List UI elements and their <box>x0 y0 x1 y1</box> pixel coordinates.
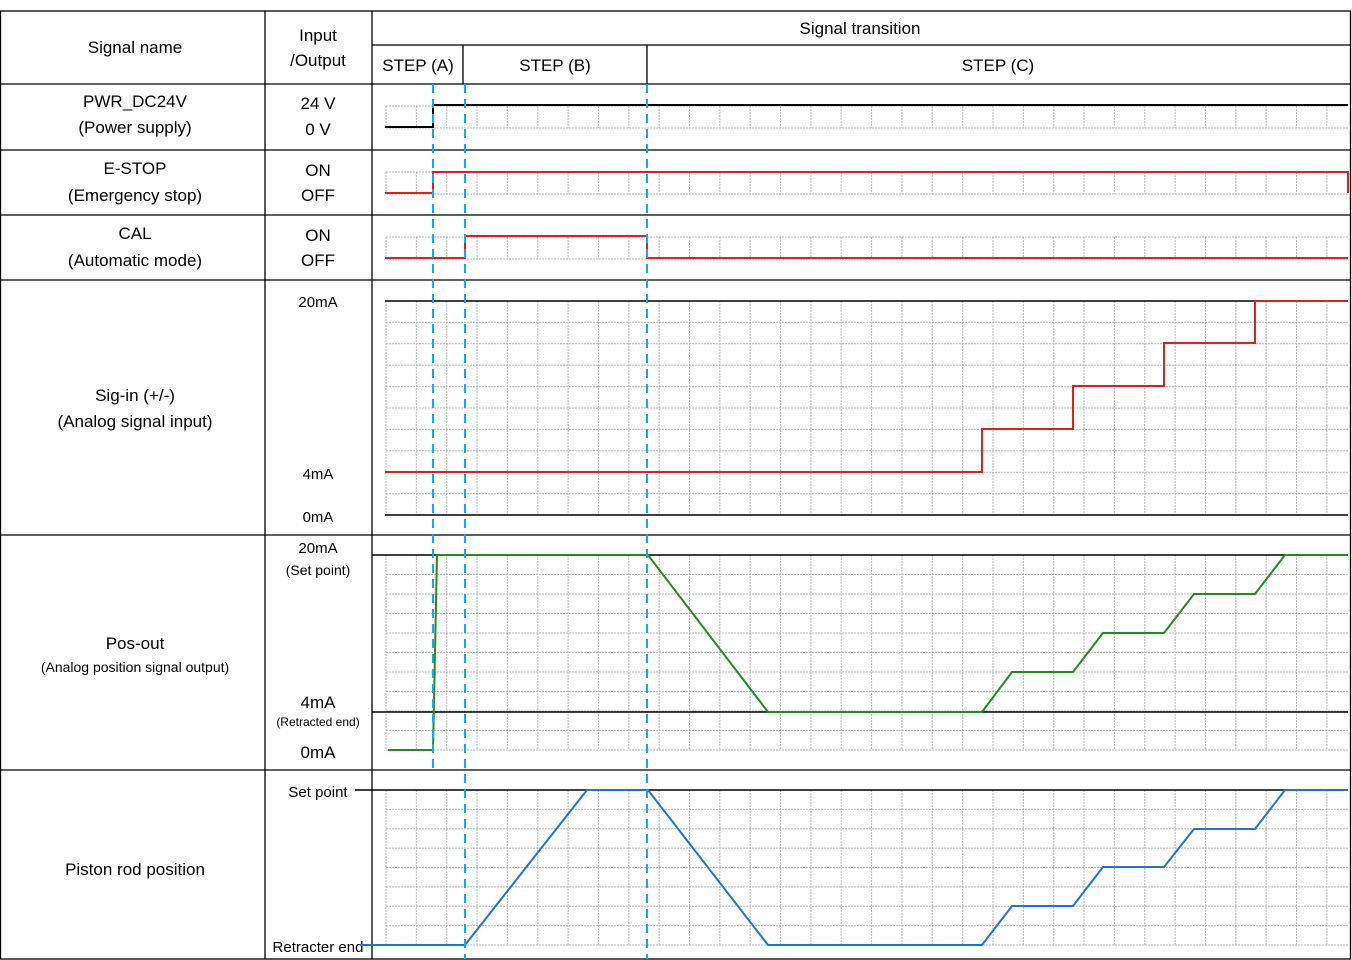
signal-names: PWR_DC24V (Power supply) E-STOP (Emergen… <box>41 92 229 879</box>
posout-desc: (Analog position signal output) <box>41 659 229 675</box>
step-a-label: STEP (A) <box>382 56 453 75</box>
estop-high-label: ON <box>305 161 331 180</box>
header-signal-transition: Signal transition <box>800 19 921 38</box>
estop-waveform <box>385 171 1349 194</box>
estop-name: E-STOP <box>104 159 167 178</box>
posout-low-label: 0mA <box>301 743 337 762</box>
sigin-waveform <box>385 300 1348 473</box>
piston-low-label: Retracter end <box>273 939 364 956</box>
posout-high-label: 20mA <box>298 540 337 557</box>
posout-mid-note: (Retracted end) <box>276 715 359 729</box>
piston-waveform <box>360 789 1348 946</box>
estop-desc: (Emergency stop) <box>68 186 202 205</box>
cal-desc: (Automatic mode) <box>68 251 202 270</box>
cal-low-label: OFF <box>301 251 335 270</box>
pwr-waveform <box>385 104 1348 128</box>
piston-name: Piston rod position <box>65 860 205 879</box>
posout-waveform <box>388 554 1348 751</box>
waveforms <box>360 104 1349 946</box>
estop-low-label: OFF <box>301 186 335 205</box>
pwr-desc: (Power supply) <box>78 118 191 137</box>
table-frame <box>0 10 1352 960</box>
posout-high-note: (Set point) <box>286 562 351 578</box>
posout-name: Pos-out <box>106 634 165 653</box>
table-header: Signal name Input /Output Signal transit… <box>88 19 1034 75</box>
sigin-mid-label: 4mA <box>303 466 334 483</box>
sigin-name: Sig-in (+/-) <box>95 386 175 405</box>
signal-grids <box>385 105 1348 946</box>
reference-lines <box>355 300 1348 946</box>
sigin-desc: (Analog signal input) <box>58 412 213 431</box>
step-c-label: STEP (C) <box>962 56 1034 75</box>
header-io-line1: Input <box>299 26 337 45</box>
step-dividers <box>432 84 648 959</box>
header-signal-name: Signal name <box>88 38 183 57</box>
sigin-high-label: 20mA <box>298 294 337 311</box>
pwr-low-label: 0 V <box>305 120 331 139</box>
piston-high-label: Set point <box>288 784 348 801</box>
step-b-label: STEP (B) <box>519 56 590 75</box>
pwr-high-label: 24 V <box>301 94 337 113</box>
header-io-line2: /Output <box>290 51 346 70</box>
level-labels: 24 V 0 V ON OFF ON OFF 20mA 4mA 0mA 20mA… <box>273 94 364 956</box>
cal-waveform <box>385 235 1348 259</box>
cal-name: CAL <box>118 224 151 243</box>
cal-high-label: ON <box>305 226 331 245</box>
posout-mid-label: 4mA <box>301 693 337 712</box>
sigin-low-label: 0mA <box>303 509 334 526</box>
pwr-name: PWR_DC24V <box>83 92 188 111</box>
